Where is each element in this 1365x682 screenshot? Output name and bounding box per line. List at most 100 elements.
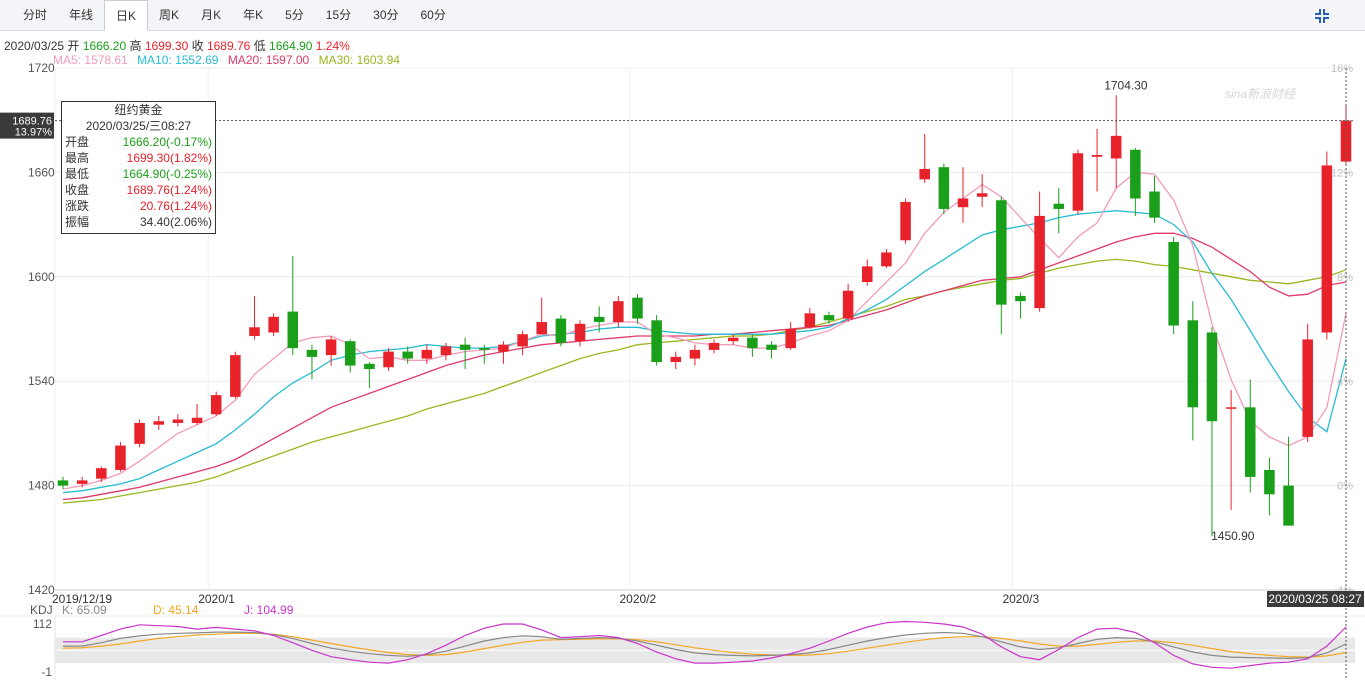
candle[interactable] — [862, 259, 873, 286]
ma30-legend: MA30: 1603.94 — [318, 53, 400, 67]
candle[interactable] — [421, 344, 433, 364]
candle[interactable] — [1149, 175, 1160, 223]
candle[interactable] — [268, 313, 279, 336]
candle[interactable] — [727, 334, 739, 345]
tooltip-row-label: 涨跌 — [65, 199, 90, 213]
candle[interactable] — [1053, 188, 1065, 234]
candle[interactable] — [306, 344, 318, 380]
tooltip-row: 最高 1699.30(1.82%) — [62, 150, 215, 166]
candle[interactable] — [670, 351, 682, 370]
candle-body — [1264, 469, 1275, 495]
candle[interactable] — [1244, 379, 1256, 493]
candle[interactable] — [900, 198, 911, 244]
candle-body — [957, 198, 969, 208]
candle[interactable] — [153, 416, 165, 430]
info-low: 1664.90 — [269, 39, 313, 53]
candle[interactable] — [1072, 149, 1084, 215]
candle[interactable] — [919, 134, 930, 183]
candle[interactable] — [632, 294, 643, 324]
candle[interactable] — [191, 403, 203, 425]
candle[interactable] — [536, 297, 547, 335]
candle[interactable] — [593, 306, 605, 333]
candle-body — [268, 316, 279, 333]
candle-body — [1015, 295, 1026, 302]
candle[interactable] — [613, 295, 624, 328]
candle[interactable] — [1034, 191, 1045, 312]
candle[interactable] — [1206, 327, 1218, 537]
tab-7[interactable]: 15分 — [325, 8, 352, 22]
candle[interactable] — [134, 419, 145, 448]
candle[interactable] — [1168, 236, 1179, 335]
tab-9[interactable]: 60分 — [420, 8, 446, 22]
candle[interactable] — [651, 315, 662, 366]
candle-body — [919, 168, 930, 180]
candle[interactable] — [230, 351, 241, 399]
candle[interactable] — [325, 335, 337, 366]
candle[interactable] — [498, 341, 509, 364]
candle[interactable] — [249, 295, 260, 340]
candle[interactable] — [1264, 457, 1275, 516]
fullscreen-icon[interactable] — [1313, 7, 1331, 25]
candle[interactable] — [747, 334, 758, 357]
tab-3[interactable]: 周K — [159, 8, 180, 22]
candle[interactable] — [1302, 323, 1313, 443]
candle[interactable] — [440, 342, 452, 361]
candle[interactable] — [785, 322, 796, 350]
candle[interactable] — [96, 466, 107, 483]
candle[interactable] — [459, 337, 471, 370]
candle[interactable] — [766, 341, 777, 359]
y-tick-label: 1720 — [28, 61, 55, 75]
tab-6[interactable]: 5分 — [285, 8, 304, 22]
tab-8[interactable]: 30分 — [373, 8, 399, 22]
tab-1[interactable]: 年线 — [69, 8, 94, 22]
candle[interactable] — [1110, 95, 1122, 189]
y-tick-label: 1660 — [28, 165, 55, 179]
tab-4[interactable]: 月K — [201, 8, 222, 22]
candle[interactable] — [1130, 148, 1141, 216]
candle[interactable] — [574, 320, 586, 347]
candle[interactable] — [479, 344, 490, 364]
candle[interactable] — [57, 476, 69, 490]
candle[interactable] — [517, 330, 528, 356]
candle[interactable] — [823, 311, 835, 324]
candle[interactable] — [689, 344, 701, 366]
candle-body — [651, 320, 662, 363]
candle[interactable] — [1187, 301, 1199, 441]
tab-2[interactable]: 日K — [104, 0, 149, 31]
candle[interactable] — [976, 174, 988, 208]
candle[interactable] — [1321, 151, 1333, 340]
kdj-k-line — [63, 631, 1347, 660]
candle[interactable] — [996, 196, 1007, 335]
candle[interactable] — [172, 414, 184, 427]
candle[interactable] — [210, 391, 222, 416]
candle[interactable] — [287, 255, 299, 356]
candle[interactable] — [555, 315, 567, 347]
tab-0[interactable]: 分时 — [23, 8, 48, 22]
candle[interactable] — [344, 339, 356, 373]
candle-body — [632, 297, 643, 319]
candle[interactable] — [957, 167, 969, 223]
candle-body — [383, 351, 394, 368]
candle[interactable] — [402, 346, 413, 364]
info-change: 1.24% — [315, 39, 350, 53]
candle[interactable] — [1283, 436, 1294, 526]
candle[interactable] — [842, 283, 854, 323]
candle[interactable] — [881, 248, 892, 269]
candle[interactable] — [1225, 389, 1237, 510]
candle[interactable] — [1015, 292, 1026, 319]
candle-body — [364, 363, 375, 370]
candle[interactable] — [115, 442, 126, 472]
info-close: 1689.76 — [206, 39, 251, 53]
candle[interactable] — [76, 476, 88, 488]
candle[interactable] — [708, 339, 720, 354]
candle[interactable] — [938, 163, 950, 215]
candle-body — [670, 356, 682, 363]
candle[interactable] — [1091, 128, 1103, 192]
tooltip-row: 开盘 1666.20(-0.17%) — [62, 134, 215, 150]
candle[interactable] — [383, 348, 394, 371]
candle[interactable] — [364, 362, 375, 389]
tab-5[interactable]: 年K — [243, 8, 264, 22]
candle[interactable] — [804, 308, 816, 329]
candle-body — [1072, 153, 1084, 211]
